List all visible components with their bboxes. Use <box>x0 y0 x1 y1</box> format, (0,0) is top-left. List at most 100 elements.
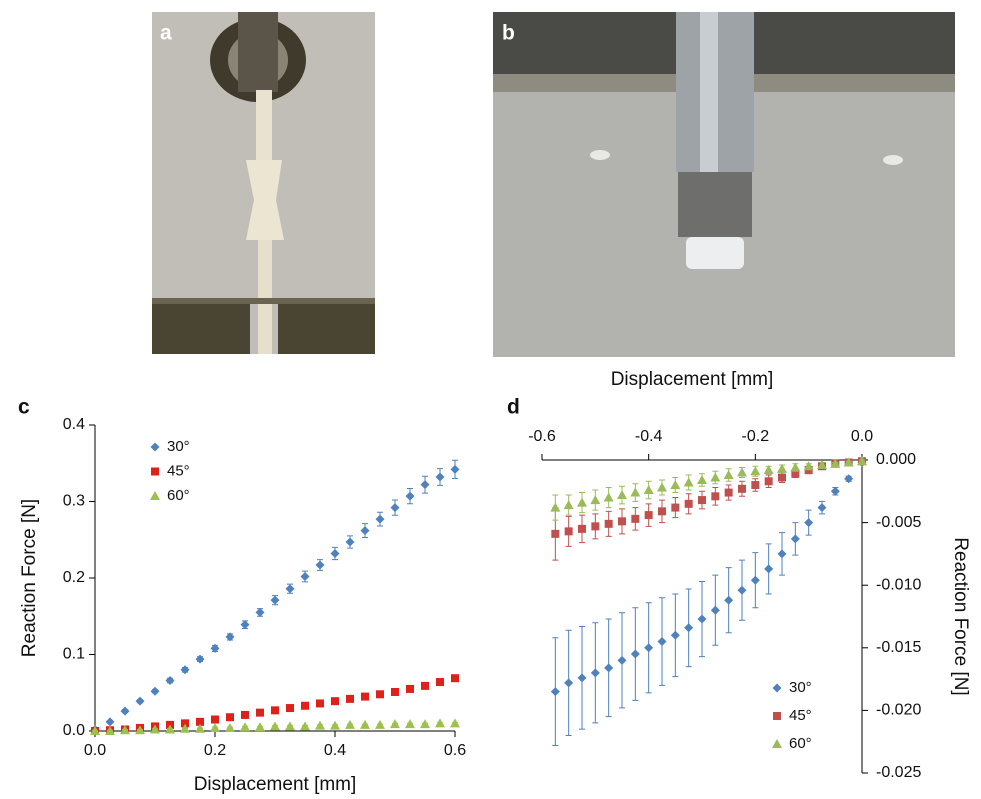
point <box>436 473 445 482</box>
point <box>710 473 720 482</box>
point <box>151 687 160 696</box>
point <box>631 515 639 523</box>
point <box>255 722 265 731</box>
point <box>738 485 746 493</box>
point <box>791 534 800 543</box>
legend-label: 60° <box>167 487 190 504</box>
x-tick-label: 0.0 <box>851 428 873 445</box>
point <box>256 608 265 617</box>
point <box>604 663 613 672</box>
point <box>670 480 680 489</box>
legend-label: 30° <box>789 679 812 696</box>
x-axis-title: Displacement [mm] <box>611 369 774 390</box>
point <box>591 522 599 530</box>
point <box>361 693 369 701</box>
point <box>406 492 415 501</box>
point <box>391 688 399 696</box>
point <box>764 465 774 474</box>
legend-label: 45° <box>167 462 190 479</box>
point <box>330 721 340 730</box>
point <box>226 713 234 721</box>
photo-a <box>152 12 375 354</box>
legend-label: 60° <box>789 735 812 752</box>
point <box>241 711 249 719</box>
point <box>550 503 560 512</box>
y-tick-label: -0.025 <box>876 764 921 781</box>
point <box>210 723 220 732</box>
point <box>778 549 787 558</box>
point <box>331 549 340 558</box>
point <box>241 620 250 629</box>
y-tick-label: 0.3 <box>63 493 85 510</box>
point <box>451 465 460 474</box>
panel-label: b <box>502 22 515 45</box>
point <box>765 477 773 485</box>
point <box>831 487 840 496</box>
point <box>711 606 720 615</box>
point <box>346 695 354 703</box>
point <box>286 704 294 712</box>
point <box>286 584 295 593</box>
panel-label: c <box>18 396 30 419</box>
y-tick-label: 0.2 <box>63 569 85 586</box>
point <box>644 643 653 652</box>
y-tick-label: -0.015 <box>876 639 921 656</box>
x-tick-label: -0.2 <box>742 428 770 445</box>
y-tick-label: 0.4 <box>63 416 85 433</box>
point <box>211 716 219 724</box>
y-tick-label: 0.1 <box>63 646 85 663</box>
point <box>605 520 613 528</box>
point <box>181 665 190 674</box>
point <box>121 707 130 716</box>
point <box>697 475 707 484</box>
point <box>630 488 640 497</box>
point <box>226 632 235 641</box>
point <box>376 690 384 698</box>
point <box>684 623 693 632</box>
y-tick-label: -0.005 <box>876 514 921 531</box>
point <box>240 722 250 731</box>
point <box>645 511 653 519</box>
x-tick-label: -0.6 <box>528 428 556 445</box>
photo-b <box>493 12 955 357</box>
point <box>578 673 587 682</box>
point <box>345 720 355 729</box>
point <box>711 492 719 500</box>
point <box>211 644 220 653</box>
point <box>565 527 573 535</box>
point <box>618 656 627 665</box>
x-tick-label: 0.4 <box>324 742 346 759</box>
point <box>818 503 827 512</box>
x-axis-title: Displacement [mm] <box>194 774 357 795</box>
point <box>271 706 279 714</box>
figure: a b 0.00.20.40.60.00.10.20.30.4Displacem… <box>0 0 981 799</box>
x-tick-label: 0.0 <box>84 742 106 759</box>
point <box>316 560 325 569</box>
y-tick-label: -0.020 <box>876 702 921 719</box>
point <box>631 650 640 659</box>
y-tick-label: 0.0 <box>63 722 85 739</box>
point <box>698 496 706 504</box>
legend-marker <box>772 739 782 748</box>
point <box>698 615 707 624</box>
point <box>271 596 280 605</box>
point <box>737 468 747 477</box>
point <box>658 507 666 515</box>
legend-marker <box>151 443 160 452</box>
point <box>375 720 385 729</box>
legend-label: 45° <box>789 707 812 724</box>
point <box>436 678 444 686</box>
point <box>604 493 614 502</box>
point <box>658 637 667 646</box>
point <box>751 481 759 489</box>
point <box>376 515 385 524</box>
point <box>564 500 574 509</box>
point <box>196 655 205 664</box>
point <box>564 678 573 687</box>
y-tick-label: 0.000 <box>876 451 916 468</box>
point <box>451 674 459 682</box>
point <box>225 723 235 732</box>
point <box>844 474 853 483</box>
point <box>300 721 310 730</box>
point <box>136 697 145 706</box>
